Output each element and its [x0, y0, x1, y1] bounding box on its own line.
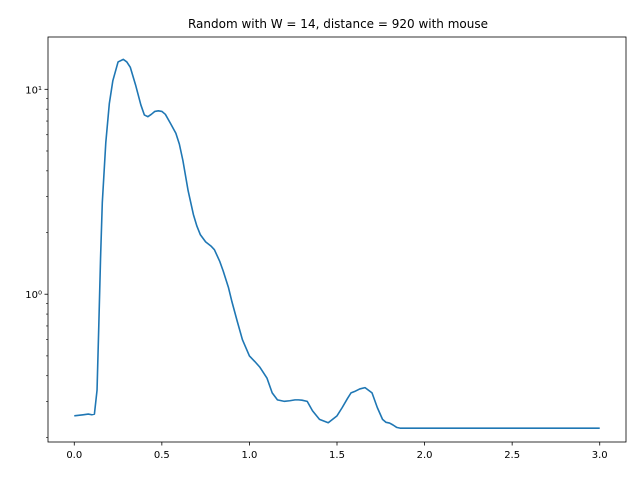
x-tick-label: 0.0: [66, 450, 82, 461]
x-tick-label: 2.5: [504, 450, 520, 461]
axes-frame: [47, 36, 627, 443]
x-tick-label: 2.0: [417, 450, 433, 461]
x-tick-label: 1.5: [329, 450, 345, 461]
x-axis: 0.0 0.5 1.0 1.5 2.0 2.5 3.0: [66, 442, 608, 461]
x-tick-label: 3.0: [592, 450, 608, 461]
series-line-0: [74, 58, 600, 429]
x-tick-label: 0.5: [154, 450, 170, 461]
series-group: [74, 58, 600, 429]
chart-title: Random with W = 14, distance = 920 with …: [188, 17, 488, 31]
y-tick-label: 10⁰: [25, 290, 42, 301]
y-axis: 10⁰ 10¹: [25, 85, 48, 438]
x-tick-label: 1.0: [241, 450, 257, 461]
y-tick-label: 10¹: [25, 85, 42, 96]
